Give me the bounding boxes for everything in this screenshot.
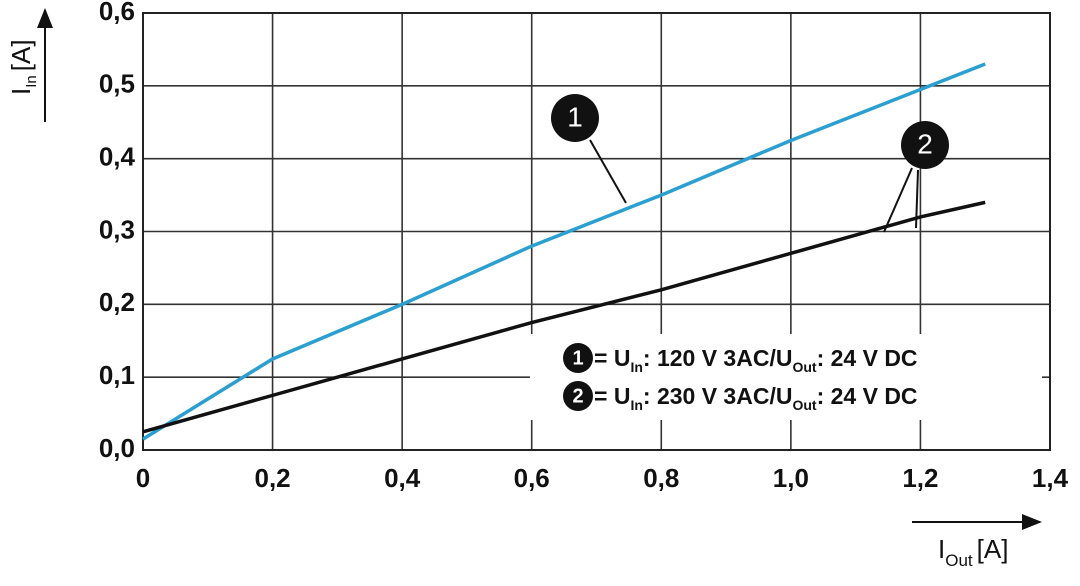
callout-leader [883,167,913,233]
legend-subscript: In [630,359,642,375]
legend-text: = UIn: 230 V 3AC/UOut: 24 V DC [594,383,918,413]
legend-part: : 24 V DC [817,383,918,409]
callout-number: 2 [917,128,933,159]
y-tick-label: 0,4 [99,142,136,172]
legend-box [530,334,1042,420]
x-tick-label: 0,6 [514,463,550,493]
legend-subscript: Out [792,359,816,375]
legend-subscript: Out [792,397,816,413]
x-tick-label: 0,2 [254,463,290,493]
y-tick-label: 0,2 [99,287,135,317]
y-label-subscript: In [23,75,40,88]
legend-badge [563,381,593,411]
x-tick-label: 0 [136,463,150,493]
legend-number: 2 [572,385,583,407]
data [142,62,986,441]
legend-text: = UIn: 120 V 3AC/UOut: 24 V DC [594,345,918,375]
y-tick-label: 0,1 [99,360,135,390]
x-label-subscript: Out [945,551,973,570]
plot-frame [142,12,1051,451]
callout-badge [901,121,949,169]
legend: 1 = UIn: 120 V 3AC/UOut: 24 V DC2 = UIn: 2… [530,334,1042,420]
callouts: 12 [551,94,949,233]
x-tick-label: 1,2 [902,463,938,493]
legend-part: = U [594,383,630,409]
callout-number: 1 [567,101,583,132]
x-axis-label: IOut [A] [938,534,1008,570]
legend-part: : 24 V DC [817,345,918,371]
legend-number: 1 [572,347,583,369]
x-tick-label: 0,4 [384,463,421,493]
x-label-unit: [A] [977,534,1009,564]
callout-leader [589,139,627,204]
series-line [142,62,986,441]
y-tick-label: 0,3 [99,214,135,244]
x-tick-label: 0,8 [643,463,679,493]
y-tick-label: 0,0 [99,433,135,463]
legend-part: = U [594,345,630,371]
legend-part: : 120 V 3AC/U [643,345,793,371]
y-tick-label: 0,6 [99,0,135,26]
callout-badge [551,94,599,142]
callout-leader [915,169,919,229]
y-label-symbol: I [6,88,36,95]
series-line [142,200,986,434]
x-label-symbol: I [938,534,945,564]
y-axis-label: IIn [A] [6,39,40,95]
y-label-unit: [A] [6,39,36,71]
legend-subscript: In [630,397,642,413]
legend-badge [563,343,593,373]
y-tick-label: 0,5 [99,69,135,99]
legend-part: : 230 V 3AC/U [643,383,793,409]
x-tick-label: 1,4 [1032,463,1069,493]
x-tick-label: 1,0 [773,463,809,493]
